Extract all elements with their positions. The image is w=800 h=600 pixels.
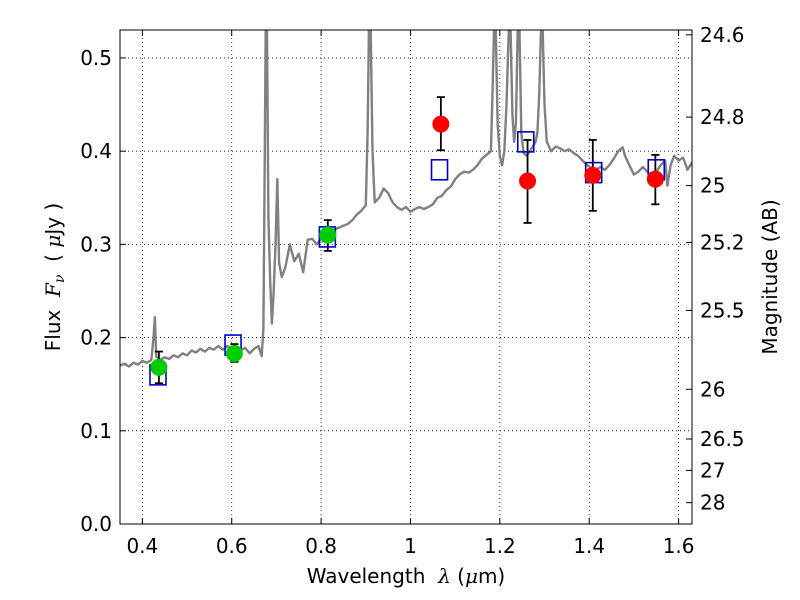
- y2-tick-label: 24.6: [700, 23, 745, 47]
- photometry-point: [225, 344, 243, 362]
- photometry-point: [150, 358, 168, 376]
- photometry-point: [432, 115, 450, 133]
- tick-layer: [120, 30, 692, 525]
- y-tick-label: 0.3: [80, 232, 112, 256]
- y-tick-label: 0.5: [80, 46, 112, 70]
- marker-layer: [149, 115, 666, 386]
- x-tick-label: 1.6: [663, 534, 695, 558]
- x-tick-label: 0.8: [305, 534, 337, 558]
- y-axis-title-unit-mu: μ: [41, 235, 65, 248]
- y-axis-title: Flux Fν ( μJy ): [41, 203, 68, 351]
- x-axis-title-symbol: λ: [437, 564, 451, 588]
- x-tick-label: 1: [404, 534, 417, 558]
- y-axis-title-sub: ν: [52, 274, 68, 283]
- y-tick-label: 0.1: [80, 419, 112, 443]
- photometry-point: [646, 170, 664, 188]
- x-tick-label: 1.4: [573, 534, 605, 558]
- y2-tick-label: 27: [700, 458, 725, 482]
- label-layer: 0.4 0.6 0.8 1 1.2 1.4 1.6 0.0 0.1 0.2 0.3 0.4 0.5 24.…: [80, 23, 744, 558]
- y2-tick-label: 28: [700, 491, 725, 515]
- x-axis-title: Wavelength λ (μm): [307, 564, 506, 588]
- photometry-point: [319, 226, 337, 244]
- y-axis-title-prefix: Flux: [41, 297, 65, 351]
- x-axis-title-unit-mu: μ: [465, 564, 478, 588]
- x-tick-label: 0.4: [126, 534, 158, 558]
- x-axis-title-unit-open: (: [451, 564, 465, 588]
- y-axis-title-symbol: F: [41, 282, 65, 298]
- spectrum-layer: [120, 30, 692, 368]
- spectrum-line: [120, 30, 692, 368]
- y2-tick-label: 25.5: [700, 298, 745, 322]
- photometry-point: [519, 172, 537, 190]
- x-tick-label: 0.6: [216, 534, 248, 558]
- y2-tick-label: 24.8: [700, 105, 745, 129]
- errorbar-layer: [154, 96, 660, 385]
- photometry-point: [584, 166, 602, 184]
- y-axis-title-unit-rest: Jy ): [41, 203, 65, 237]
- y-tick-label: 0.4: [80, 139, 112, 163]
- y-axis-title-unit-open: (: [41, 248, 65, 275]
- model-square: [516, 131, 535, 153]
- x-axis-title-unit-rest: m): [478, 564, 505, 588]
- plot-frame: [119, 29, 693, 525]
- x-tick-label: 1.2: [484, 534, 516, 558]
- y2-tick-label: 25.2: [700, 231, 745, 255]
- y-tick-label: 0.2: [80, 326, 112, 350]
- model-square: [430, 159, 449, 181]
- grid-layer: [120, 30, 692, 525]
- y2-axis-title: Magnitude (AB): [758, 199, 782, 354]
- y2-tick-label: 26.5: [700, 427, 745, 451]
- x-axis-title-prefix: Wavelength: [307, 564, 438, 588]
- y-tick-label: 0.0: [80, 512, 112, 536]
- y2-tick-label: 25: [700, 174, 725, 198]
- y2-tick-label: 26: [700, 377, 725, 401]
